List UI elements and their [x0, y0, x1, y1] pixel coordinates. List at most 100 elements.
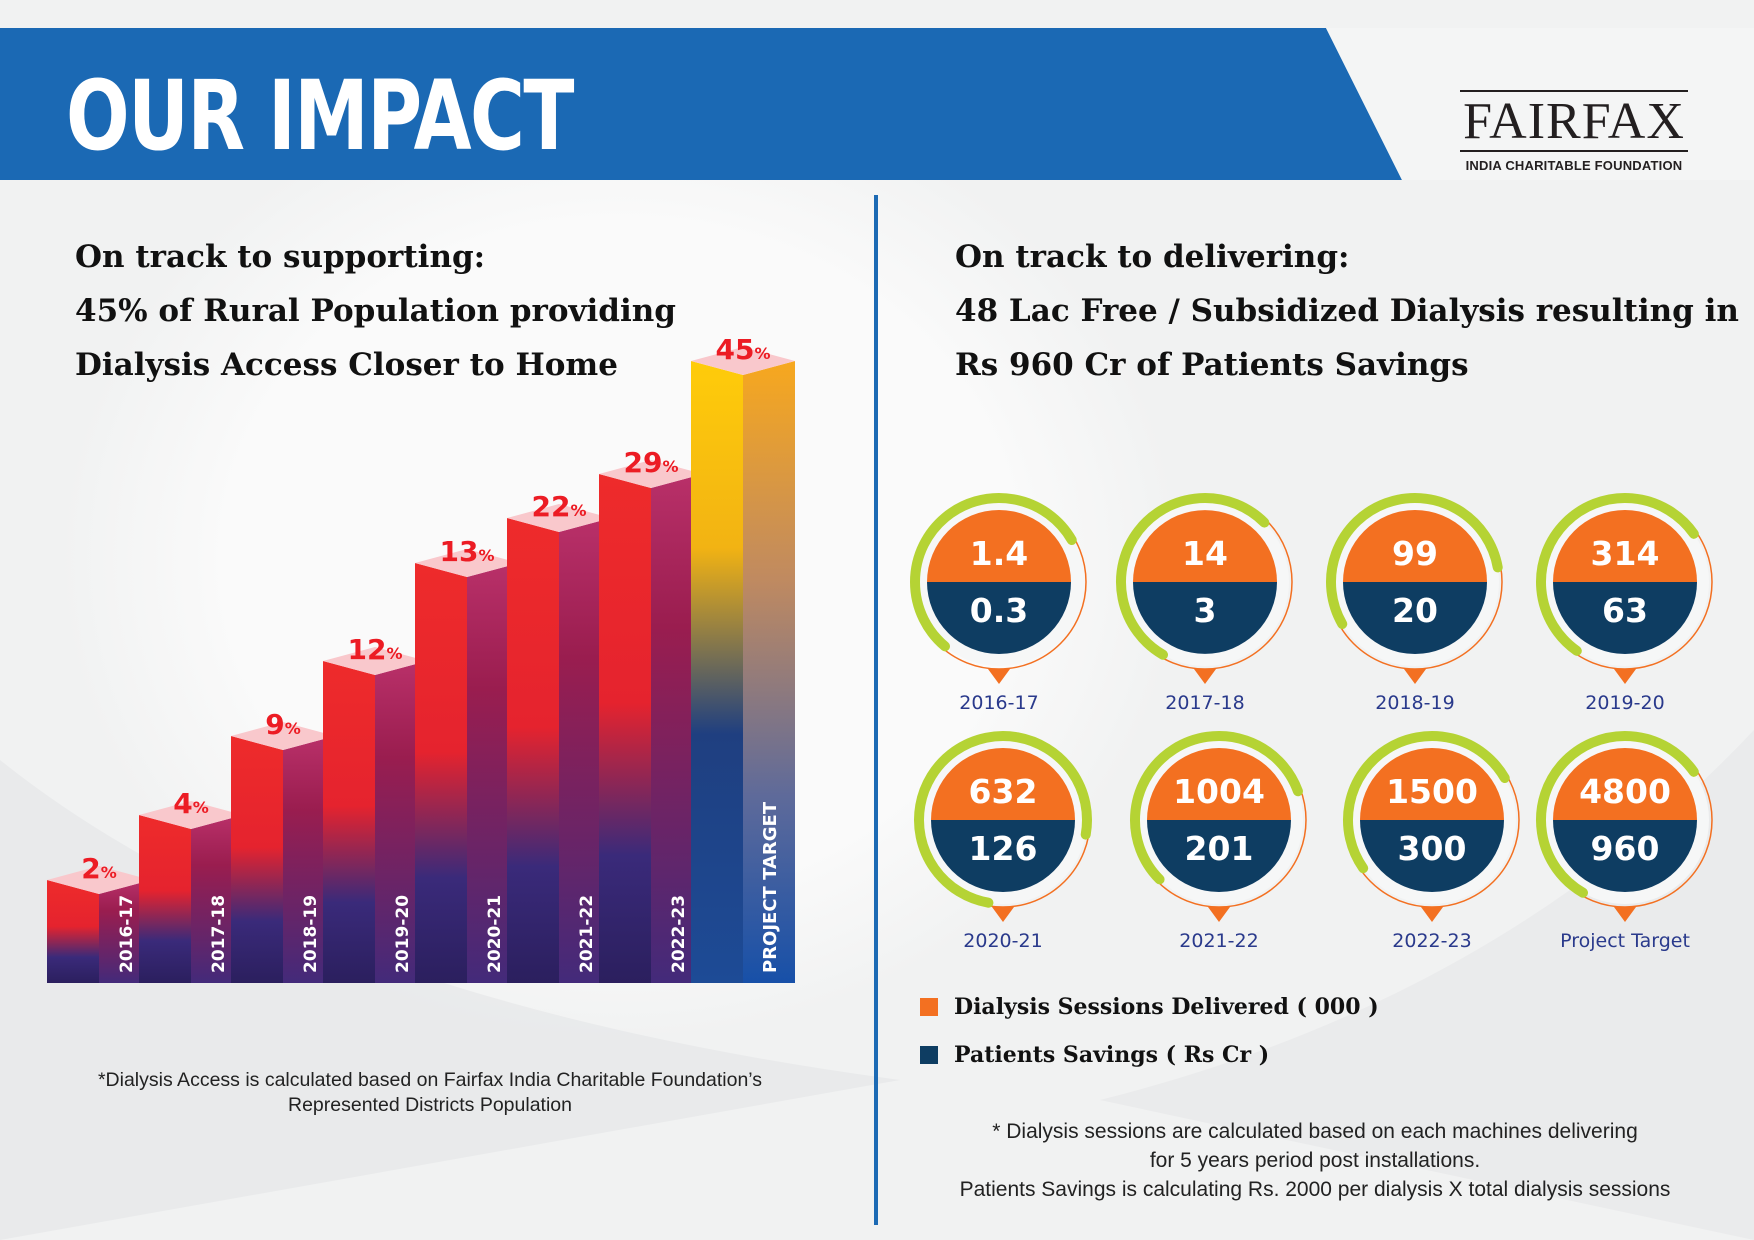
header-background	[0, 28, 1754, 180]
savings-half	[1133, 582, 1277, 654]
footnote-line: Patients Savings is calculating Rs. 2000…	[959, 1178, 1671, 1201]
bar: 13% 2020-21	[415, 535, 519, 983]
bar-category-label: 2021-22	[577, 895, 597, 973]
bar-category-label: 2018-19	[301, 895, 321, 973]
impact-circle: 99 20 2018-19	[1326, 493, 1503, 714]
impact-circle: 632 126 2020-21	[914, 731, 1092, 952]
progress-arc	[914, 731, 1092, 908]
bar-value-label: 9%	[265, 708, 301, 741]
progress-arc	[910, 493, 1077, 652]
circle-year-label: 2021-22	[1179, 930, 1258, 952]
bar-top-face	[415, 549, 519, 577]
legend-savings: Patients Savings ( Rs Cr )	[920, 1042, 1269, 1068]
circle-year-label: 2018-19	[1375, 692, 1454, 714]
left-heading-line: On track to supporting:	[75, 239, 486, 275]
bar-category-label: 2016-17	[117, 895, 137, 973]
bar-category-label: 2020-21	[485, 895, 505, 973]
bar-side-face	[467, 563, 519, 983]
savings-value: 300	[1398, 829, 1467, 868]
logo-name: FAIRFAX	[1463, 93, 1685, 150]
sessions-value: 314	[1591, 534, 1660, 573]
right-heading-line: 48 Lac Free / Subsidized Dialysis result…	[955, 293, 1739, 329]
sessions-value: 4800	[1579, 772, 1671, 811]
sessions-half	[927, 510, 1071, 582]
bar-side-face	[283, 736, 335, 983]
navy-swatch-icon	[920, 1046, 938, 1064]
legend-label: Patients Savings ( Rs Cr )	[954, 1042, 1270, 1068]
savings-value: 960	[1591, 829, 1660, 868]
pin-pointer-icon	[1421, 907, 1443, 922]
legend-sessions: Dialysis Sessions Delivered ( 000 )	[920, 994, 1379, 1020]
impact-circle: 4800 960 Project Target	[1536, 731, 1713, 952]
bar-top-face	[599, 460, 703, 488]
bar-front-face	[47, 880, 99, 983]
circle-year-label: 2016-17	[959, 692, 1038, 714]
pin-pointer-icon	[1194, 669, 1216, 684]
pin-pointer-icon	[992, 907, 1014, 922]
bar-side-face	[375, 661, 427, 983]
savings-value: 20	[1392, 591, 1438, 630]
bar-front-face	[231, 736, 283, 983]
footnote-line: Represented Districts Population	[288, 1094, 572, 1116]
bar-top-face	[231, 722, 335, 750]
sessions-half	[1343, 510, 1487, 582]
pin-pointer-icon	[1404, 669, 1426, 684]
bar-side-face	[191, 815, 243, 983]
left-heading: On track to supporting: 45% of Rural Pop…	[75, 230, 676, 392]
bar: 4% 2017-18	[139, 787, 243, 983]
right-heading-line: Rs 960 Cr of Patients Savings	[955, 347, 1469, 383]
progress-arc	[1536, 731, 1699, 898]
bar-value-label: 45%	[716, 333, 771, 366]
bar-category-label: 2017-18	[209, 895, 229, 973]
sessions-value: 99	[1392, 534, 1438, 573]
bar-top-face	[47, 866, 151, 894]
circle-year-label: Project Target	[1560, 930, 1690, 952]
footnote-line: for 5 years period post installations.	[1149, 1149, 1481, 1172]
sessions-value: 14	[1182, 534, 1228, 573]
bar-side-face	[651, 474, 703, 983]
savings-half	[1553, 820, 1697, 892]
bar-top-face	[139, 801, 243, 829]
progress-arc	[1536, 493, 1699, 656]
savings-half	[931, 820, 1075, 892]
bar-value-label: 4%	[173, 787, 209, 820]
right-heading-line: On track to delivering:	[955, 239, 1350, 275]
footnote-line: * Dialysis sessions are calculated based…	[992, 1120, 1638, 1143]
sessions-half	[931, 748, 1075, 820]
impact-circle: 14 3 2017-18	[1116, 493, 1293, 714]
bar-value-label: 13%	[440, 535, 495, 568]
circle-year-label: 2020-21	[963, 930, 1042, 952]
bar-side-face	[559, 518, 611, 983]
bar-category-label: PROJECT TARGET	[760, 801, 781, 973]
sessions-value: 1004	[1173, 772, 1265, 811]
left-footnote: *Dialysis Access is calculated based on …	[20, 1068, 840, 1118]
sessions-half	[1553, 748, 1697, 820]
logo-subtitle: INDIA CHARITABLE FOUNDATION	[1465, 158, 1683, 173]
bar-front-face	[691, 361, 743, 983]
savings-value: 63	[1602, 591, 1648, 630]
impact-circle: 1004 201 2021-22	[1130, 731, 1307, 952]
bar-value-label: 12%	[348, 633, 403, 666]
bar-front-face	[323, 661, 375, 983]
bar-value-label: 22%	[532, 490, 587, 523]
savings-value: 201	[1185, 829, 1254, 868]
page-title: OUR IMPACT	[66, 60, 575, 172]
bar-front-face	[415, 563, 467, 983]
bar: 22% 2021-22	[507, 490, 611, 983]
header-banner: OUR IMPACT FAIRFAX INDIA CHARITABLE FOUN…	[0, 28, 1754, 180]
savings-half	[1147, 820, 1291, 892]
bar-category-label: 2019-20	[393, 895, 413, 973]
sessions-half	[1133, 510, 1277, 582]
bar-value-label: 29%	[624, 446, 679, 479]
sessions-value: 1500	[1386, 772, 1478, 811]
savings-half	[1343, 582, 1487, 654]
sessions-value: 632	[969, 772, 1038, 811]
savings-value: 126	[969, 829, 1038, 868]
bar: 12% 2019-20	[323, 633, 427, 983]
bar-category-label: 2022-23	[669, 895, 689, 973]
bar-top-face	[323, 647, 427, 675]
access-bar-chart: 2%2016-174%2017-189%2018-1912%2019-2013%…	[47, 333, 795, 983]
circle-year-label: 2017-18	[1165, 692, 1244, 714]
sessions-half	[1147, 748, 1291, 820]
left-heading-line: 45% of Rural Population providing	[75, 293, 676, 329]
